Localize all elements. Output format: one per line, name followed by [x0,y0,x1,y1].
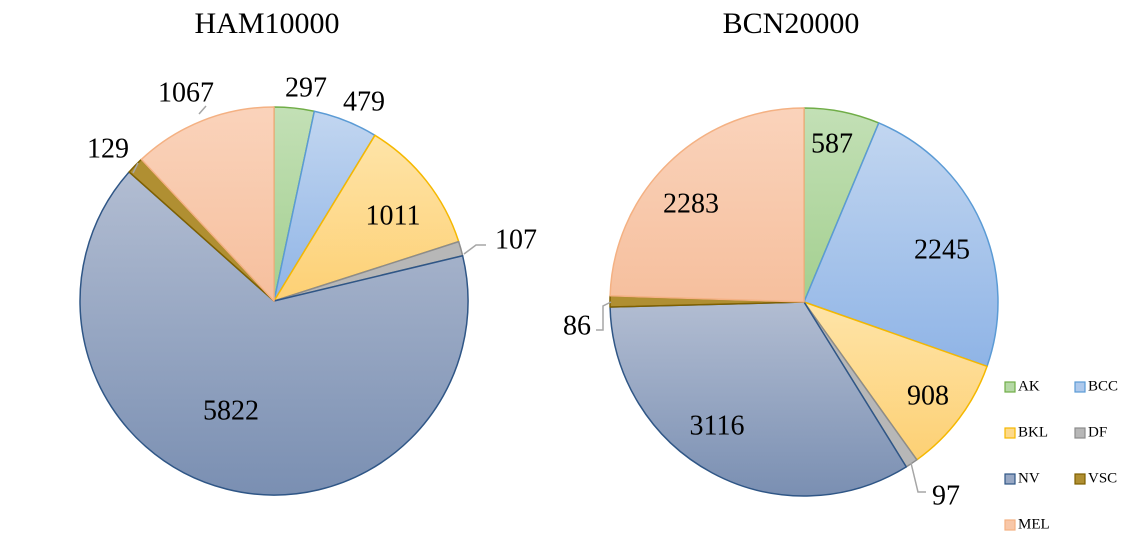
legend-swatch-bcc [1074,381,1086,393]
chart-title-ham10000: HAM10000 [194,7,339,40]
legend-swatch-mel [1004,519,1016,531]
legend-swatch-nv [1004,473,1016,485]
legend-label-bcc: BCC [1088,378,1118,394]
pie-slice-bkl [273,134,460,302]
data-label-ak: 297 [285,72,327,103]
legend-item-nv: NV [1004,470,1040,486]
pie-slice-bkl [803,301,988,461]
data-label-bkl: 908 [907,380,949,411]
chart-ham10000: HAM10000 297 479 1011 107 5822 129 1067 [79,7,537,496]
leader-line-df [910,462,926,493]
legend-label-mel: MEL [1018,516,1050,532]
leader-line-df [463,244,486,255]
data-label-bcc: 2245 [914,234,970,265]
pie-slice-mel [140,106,275,302]
data-label-df: 97 [932,480,960,511]
legend-label-ak: AK [1018,378,1040,394]
data-label-ak: 587 [811,128,853,159]
leader-line-vsc [132,162,139,174]
leader-line-vsc [596,301,612,331]
leader-lines-bcn20000 [596,301,926,493]
pie-slice-bcc [803,122,999,368]
legend-label-df: DF [1088,424,1107,440]
legend-swatch-vsc [1074,473,1086,485]
legend-item-mel: MEL [1004,516,1050,532]
data-label-vsc: 129 [87,133,129,164]
pie-slices-ham10000 [79,106,469,496]
data-label-df: 107 [495,224,537,255]
legend-item-df: DF [1074,424,1107,440]
data-label-bkl: 1011 [366,200,421,231]
data-label-vsc: 86 [563,310,591,341]
legend: AK BCC BKL DF NV VSC MEL [1004,378,1118,532]
legend-swatch-ak [1004,381,1016,393]
legend-swatch-df [1074,427,1086,439]
data-label-mel: 1067 [158,77,214,108]
legend-item-bkl: BKL [1004,424,1048,440]
chart-bcn20000: BCN20000 587 2245 908 97 3116 86 2283 [563,7,999,511]
legend-swatch-bkl [1004,427,1016,439]
chart-title-bcn20000: BCN20000 [723,7,860,40]
pie-slice-mel [609,107,805,303]
legend-item-bcc: BCC [1074,378,1118,394]
leader-line-mel [198,105,207,115]
data-label-nv: 5822 [203,395,259,426]
data-label-nv: 3116 [690,410,745,441]
data-labels-ham10000: 297 479 1011 107 5822 129 1067 [87,72,537,426]
legend-item-ak: AK [1004,378,1040,394]
data-label-bcc: 479 [343,86,385,117]
pie-slice-nv [609,301,908,497]
legend-item-vsc: VSC [1074,470,1117,486]
data-labels-bcn20000: 587 2245 908 97 3116 86 2283 [563,128,970,511]
leader-lines-ham10000 [132,105,486,255]
pie-slices-bcn20000 [609,107,999,497]
data-label-mel: 2283 [663,188,719,219]
legend-label-vsc: VSC [1088,470,1117,486]
legend-label-nv: NV [1018,470,1040,486]
legend-label-bkl: BKL [1018,424,1048,440]
pie-slice-nv [79,171,469,496]
